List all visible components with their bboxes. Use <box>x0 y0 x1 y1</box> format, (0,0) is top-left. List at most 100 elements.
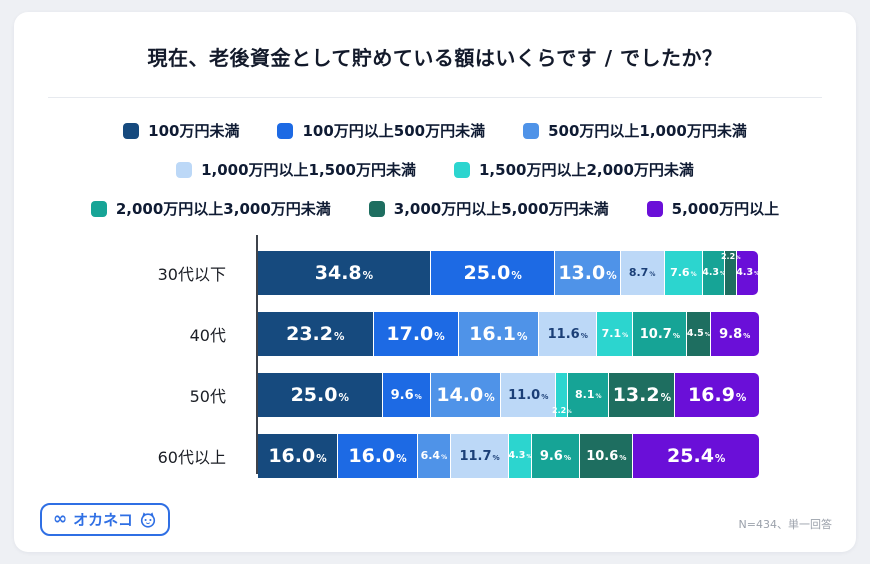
segment-value: 9.6% <box>391 389 422 402</box>
segment-value: 4.3% <box>736 268 759 278</box>
chart-row: 30代以下 34.8% 25.0% 13.0% 8.7% 7.6% 4.3% 2.2% 4.3% <box>38 251 856 295</box>
segment-number: 34.8 <box>314 261 362 284</box>
segment-number: 9.6 <box>390 387 414 403</box>
row-label: 30代以下 <box>157 265 226 284</box>
percent-sign: % <box>492 452 500 462</box>
legend-swatch <box>368 200 385 217</box>
chart-title: 現在、老後資金として貯めている額はいくらです / でしたか？ <box>147 46 723 70</box>
segment-number: 13.0 <box>558 261 606 284</box>
bar-segment: 4.5% <box>687 312 710 356</box>
segment-number: 23.2 <box>286 322 333 345</box>
segment-value: 10.6% <box>586 450 626 463</box>
legend-label: 1,500万円以上2,000万円未満 <box>479 161 694 179</box>
stacked-bar: 25.0% 9.6% 14.0% 11.0% 2.2% 8.1% 13.2% 16.9% <box>258 373 759 417</box>
percent-sign: % <box>338 391 349 404</box>
legend-swatch <box>523 122 540 139</box>
legend-label: 100万円未満 <box>148 122 240 140</box>
y-axis-line <box>256 235 258 474</box>
bar-segment: 4.3% <box>702 251 726 295</box>
bar-segment: 11.7% <box>450 434 509 478</box>
bar-segment: 25.0% <box>430 251 555 295</box>
segment-value: 11.6% <box>548 328 588 341</box>
segment-number: 4.3 <box>508 450 526 462</box>
percent-sign: % <box>517 330 528 343</box>
segment-number: 11.7 <box>459 448 492 464</box>
percent-sign: % <box>567 409 572 415</box>
okaneko-logo: ∞ オカネコ <box>40 503 170 536</box>
segment-number: 16.0 <box>268 444 316 467</box>
segment-number: 25.0 <box>290 383 338 406</box>
percent-sign: % <box>735 391 747 404</box>
chart-rows: 30代以下 34.8% 25.0% 13.0% 8.7% 7.6% 4.3% 2.2% 4.3%… <box>38 235 856 478</box>
title-divider <box>48 97 822 98</box>
legend-label: 100万円以上500万円未満 <box>302 122 486 140</box>
segment-value: 16.1% <box>469 324 528 344</box>
percent-sign: % <box>622 332 629 340</box>
segment-value: 14.0% <box>436 383 495 406</box>
segment-value: 4.3% <box>509 451 532 461</box>
segment-number: 4.3 <box>702 267 720 279</box>
segment-value: 2.2% <box>552 406 572 415</box>
legend-item: 5,000万円以上 <box>646 198 780 219</box>
bar-segment: 13.0% <box>555 251 620 295</box>
segment-number: 25.0 <box>463 261 511 284</box>
legend-label: 2,000万円以上3,000万円未満 <box>115 200 331 218</box>
percent-sign: % <box>619 452 627 462</box>
segment-number: 17.0 <box>386 322 434 345</box>
row-label: 40代 <box>189 326 226 345</box>
segment-value: 16.0% <box>348 444 406 467</box>
percent-sign: % <box>441 454 448 462</box>
bar-segment: 9.6% <box>382 373 430 417</box>
segment-value: 17.0% <box>386 322 444 345</box>
segment-number: 4.3 <box>736 267 754 279</box>
bar-segment: 8.7% <box>620 251 664 295</box>
percent-sign: % <box>484 391 495 404</box>
segment-value: 9.6% <box>540 450 571 463</box>
percent-sign: % <box>714 452 726 465</box>
legend-row: 2,000万円以上3,000万円未満 3,000万円以上5,000万円未満 5,00… <box>90 198 780 219</box>
segment-number: 13.2 <box>612 383 660 406</box>
logo-mark: ∞ <box>53 509 68 529</box>
segment-value: 6.4% <box>421 450 448 461</box>
percent-sign: % <box>595 393 602 401</box>
segment-number: 16.0 <box>348 444 396 467</box>
legend-item: 3,000万円以上5,000万円未満 <box>368 198 609 219</box>
segment-value: 10.7% <box>640 328 680 341</box>
survey-chart-card: 現在、老後資金として貯めている額はいくらです / でしたか？ 100万円未満 10… <box>14 12 856 552</box>
legend-item: 500万円以上1,000万円未満 <box>523 120 747 141</box>
bar-segment: 9.8% <box>710 312 759 356</box>
percent-sign: % <box>720 271 726 278</box>
row-label: 60代以上 <box>157 448 226 467</box>
segment-number: 6.4 <box>420 449 441 463</box>
segment-value: 2.2% <box>721 253 741 261</box>
bar-segment: 4.3% <box>509 434 532 478</box>
segment-number: 9.8 <box>719 326 743 342</box>
bar-segment: 16.0% <box>338 434 418 478</box>
bar-segment: 2.2% <box>552 373 572 417</box>
percent-sign: % <box>606 269 617 282</box>
bar-segment: 7.6% <box>664 251 703 295</box>
legend-label: 5,000万円以上 <box>671 200 780 218</box>
segment-value: 7.6% <box>670 267 697 278</box>
bar-segment: 25.0% <box>258 373 382 417</box>
segment-number: 10.6 <box>586 448 619 464</box>
segment-number: 14.0 <box>436 383 484 406</box>
percent-sign: % <box>580 330 588 340</box>
bar-segment: 13.2% <box>609 373 675 417</box>
segment-value: 4.5% <box>687 329 710 339</box>
stacked-bar: 34.8% 25.0% 13.0% 8.7% 7.6% 4.3% 2.2% 4.3% <box>258 251 759 295</box>
segment-value: 8.1% <box>575 389 602 400</box>
stacked-bar: 23.2% 17.0% 16.1% 11.6% 7.1% 10.7% 4.5% 9.8% <box>258 312 759 356</box>
segment-value: 13.0% <box>558 261 617 284</box>
segment-number: 11.6 <box>547 326 580 342</box>
legend-item: 100万円以上500万円未満 <box>277 120 485 141</box>
segment-value: 9.8% <box>719 328 750 341</box>
bar-segment: 25.4% <box>633 434 759 478</box>
logo-text: オカネコ <box>73 511 133 529</box>
percent-sign: % <box>690 271 697 279</box>
segment-number: 8.1 <box>574 388 595 402</box>
bar-segment: 11.0% <box>501 373 556 417</box>
segment-value: 16.0% <box>268 444 326 467</box>
percent-sign: % <box>754 271 760 278</box>
legend-item: 1,000万円以上1,500万円未満 <box>176 159 416 180</box>
